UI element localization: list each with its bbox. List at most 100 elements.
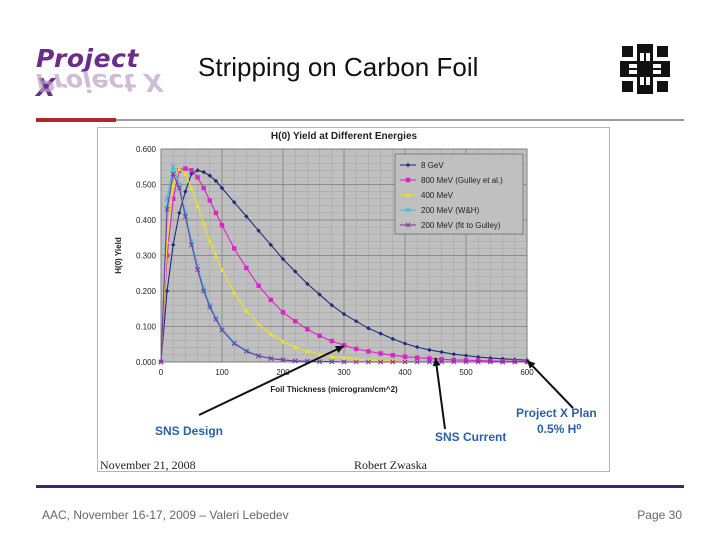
annotation-arrow-projectx-head	[527, 360, 536, 369]
series-point-0	[305, 281, 310, 287]
footer-text: AAC, November 16-17, 2009 – Valeri Lebed…	[42, 508, 289, 522]
annotation-sns-current: SNS Current	[435, 430, 506, 444]
annotation-arrow-sns-design-head	[335, 345, 344, 354]
legend-swatch-marker	[405, 177, 411, 183]
series-point-4	[414, 359, 420, 365]
series-point-4	[176, 185, 182, 191]
series-point-0	[201, 169, 206, 175]
series-point-1	[219, 223, 225, 228]
series-point-1	[256, 283, 261, 288]
series-point-4	[426, 359, 432, 365]
header-divider	[36, 118, 684, 122]
series-point-4	[231, 340, 237, 347]
legend-box	[394, 153, 524, 235]
series-point-0	[256, 228, 261, 233]
series-point-0	[329, 303, 334, 308]
legend-swatch-marker	[405, 207, 411, 213]
series-point-2	[219, 267, 225, 272]
series-point-4	[268, 355, 274, 362]
series-point-1	[390, 353, 395, 358]
series-point-4	[213, 316, 219, 322]
series-point-4	[402, 359, 408, 365]
annotation-projectx-plan-detail: 0.5% H⁰	[537, 422, 581, 436]
series-point-4	[164, 206, 170, 212]
series-point-2	[189, 185, 194, 191]
series-point-4	[182, 213, 188, 220]
yield-chart: H(0) Yield at Different Energies 0 100 200 3…	[114, 131, 597, 444]
y-tick-label: 0.600	[136, 145, 157, 154]
series-point-0	[171, 242, 176, 248]
series-point-0	[232, 200, 237, 205]
series-point-1	[317, 333, 322, 338]
series-point-4	[243, 348, 249, 354]
series-point-4	[292, 358, 298, 364]
series-point-4	[195, 267, 201, 273]
series-point-1	[366, 349, 371, 354]
y-tick-label: 0.100	[136, 323, 157, 332]
legend-entry: 400 MeV	[421, 191, 454, 200]
series-point-0	[366, 326, 371, 331]
slide-title: Stripping on Carbon Foil	[198, 52, 479, 82]
x-tick-label: 400	[398, 368, 412, 377]
series-point-4	[512, 359, 518, 365]
series-point-0	[189, 171, 194, 177]
series-point-0	[378, 331, 383, 336]
series-point-0	[341, 311, 347, 317]
series-point-0	[463, 353, 469, 358]
legend-entry: 8 GeV	[421, 161, 444, 170]
series-point-0	[213, 178, 219, 184]
series-point-2	[213, 253, 219, 258]
series-point-2	[293, 344, 298, 350]
series-point-4	[378, 359, 384, 365]
series-point-1	[189, 168, 194, 173]
logo-text: Project X	[36, 44, 139, 102]
series-point-4	[353, 359, 359, 365]
series-point-1	[402, 354, 408, 359]
series-point-1	[164, 253, 170, 258]
series-point-0	[354, 318, 359, 324]
series-point-4	[451, 359, 457, 365]
series-point-4	[500, 359, 506, 365]
series-point-1	[268, 297, 273, 303]
series-point-1	[207, 198, 212, 203]
series-point-0	[207, 173, 212, 178]
series-point-4	[329, 359, 335, 365]
series-point-1	[463, 358, 469, 363]
series-point-4	[158, 359, 164, 365]
series-point-2	[183, 171, 188, 177]
series-point-2	[207, 239, 212, 244]
series-point-4	[207, 304, 213, 310]
series-point-4	[439, 359, 445, 365]
series-point-2	[244, 308, 249, 313]
x-tick-label: 300	[337, 368, 351, 377]
series-point-0	[451, 351, 456, 357]
series-point-0	[164, 288, 170, 294]
y-axis-label: H(0) Yield	[114, 237, 123, 274]
series-point-2	[195, 203, 200, 208]
series-point-0	[268, 242, 273, 248]
x-tick-label: 200	[276, 368, 290, 377]
x-tick-label: 0	[159, 368, 164, 377]
series-point-1	[341, 343, 347, 348]
series-point-2	[268, 331, 273, 337]
y-tick-label: 0.300	[136, 252, 157, 261]
series-point-1	[451, 357, 456, 363]
series-point-1	[280, 310, 286, 315]
series-point-1	[354, 346, 359, 352]
y-tick-label: 0.200	[136, 287, 157, 296]
series-point-2	[201, 221, 206, 226]
legend-swatch-marker	[405, 192, 411, 198]
figure-date: November 21, 2008	[100, 458, 196, 472]
series-point-1	[293, 318, 298, 324]
series-point-1	[476, 358, 481, 363]
series-point-1	[488, 358, 493, 364]
series-point-0	[219, 185, 225, 191]
y-tick-label: 0.400	[136, 216, 157, 225]
annotation-sns-design: SNS Design	[155, 424, 223, 438]
x-axis-label: Foil Thickness (microgram/cm^2)	[270, 385, 398, 394]
series-point-4	[341, 359, 347, 365]
series-point-1	[232, 246, 237, 251]
y-tick-label: 0.500	[136, 181, 157, 190]
series-point-0	[177, 210, 182, 216]
chart-title: H(0) Yield at Different Energies	[271, 131, 418, 142]
